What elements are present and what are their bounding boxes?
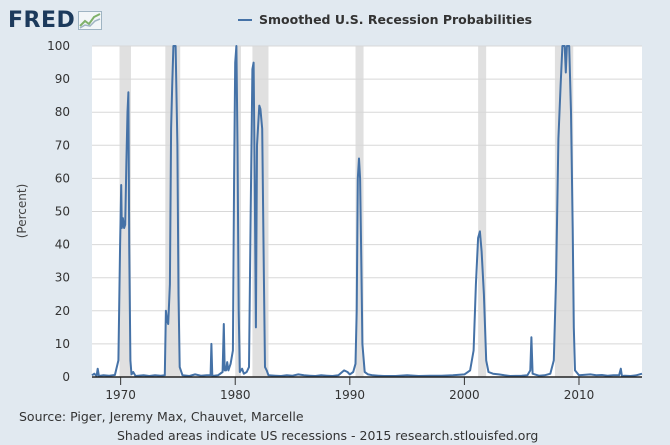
y-tick-label: 90 <box>55 72 70 86</box>
y-tick-label: 60 <box>55 171 70 185</box>
source-text: Source: Piger, Jeremy Max, Chauvet, Marc… <box>19 409 304 424</box>
series-line-1 <box>91 45 643 377</box>
y-tick-label: 30 <box>55 271 70 285</box>
x-tick-label: 1990 <box>335 388 366 402</box>
graph-icon <box>78 11 103 30</box>
y-tick-label: 70 <box>55 138 70 152</box>
y-tick-label: 50 <box>55 205 70 219</box>
chart-legend: Smoothed U.S. Recession Probabilities <box>238 12 532 27</box>
x-tick-label: 2000 <box>449 388 480 402</box>
y-axis-label: (Percent) <box>15 184 29 239</box>
x-tick-label: 1980 <box>220 388 251 402</box>
fred-logo-text: FRED <box>8 8 76 33</box>
axes: 0 10 20 30 40 50 60 70 80 90 100 1970 1980 1990 2000 20… <box>47 39 642 402</box>
grid-lines <box>92 45 642 345</box>
recession-note: Shaded areas indicate US recessions - 20… <box>117 428 539 443</box>
y-tick-label: 80 <box>55 105 70 119</box>
y-tick-label: 40 <box>55 238 70 252</box>
y-tick-label: 0 <box>62 370 70 384</box>
recession-probability-chart: 0 10 20 30 40 50 60 70 80 90 100 1970 1980 1990 2000 20… <box>15 39 643 402</box>
x-tick-label: 1970 <box>105 388 136 402</box>
x-tick-label: 2010 <box>564 388 595 402</box>
legend-swatch <box>238 18 252 21</box>
y-tick-label: 100 <box>47 39 70 53</box>
y-tick-label: 20 <box>55 304 70 318</box>
series-line <box>91 45 643 377</box>
legend-label: Smoothed U.S. Recession Probabilities <box>259 12 533 27</box>
y-tick-label: 10 <box>55 337 70 351</box>
fred-logo[interactable]: FRED <box>8 8 103 33</box>
